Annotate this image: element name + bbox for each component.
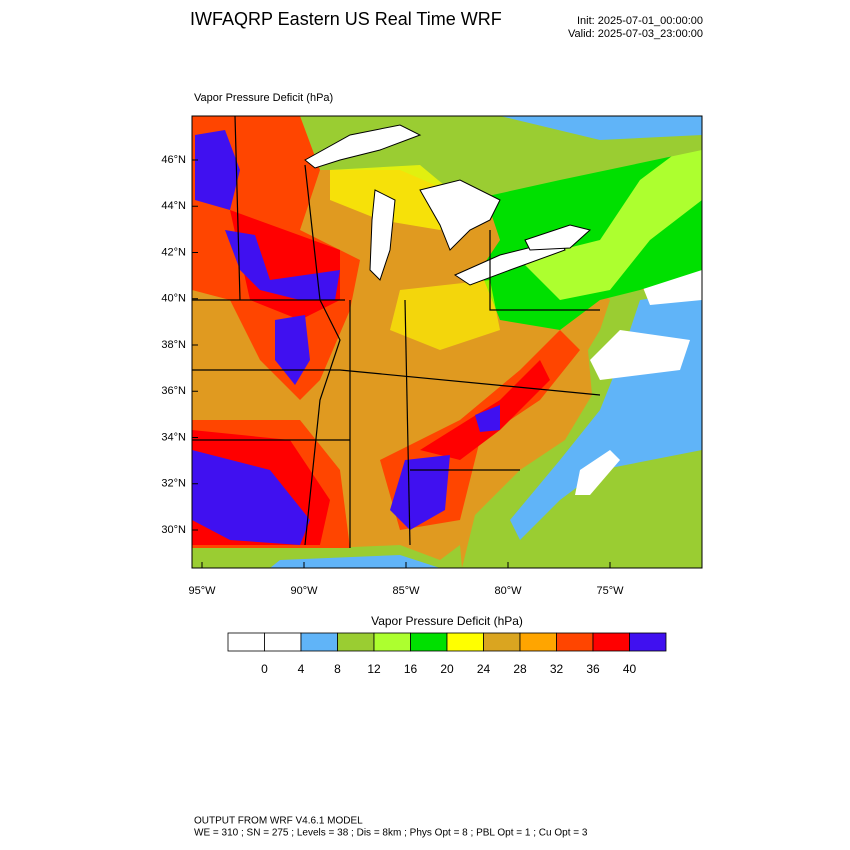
colorbar-label: 12 [367,662,381,676]
lon-label: 80°W [494,585,522,597]
lon-label: 85°W [392,585,420,597]
valid-time: Valid: 2025-07-03_23:00:00 [568,28,703,40]
colorbar-label: 16 [404,662,418,676]
map-frame [191,115,703,569]
colorbar-label: 36 [586,662,600,676]
colorbar-box [446,632,484,652]
colorbar-label: 4 [298,662,305,676]
colorbar-box [592,632,630,652]
lat-label: 44°N [161,200,186,212]
colorbar-box [373,632,411,652]
colorbar-box [264,632,302,652]
colorbar-box [629,632,667,652]
lon-label: 95°W [188,585,216,597]
colorbar-box [556,632,594,652]
lat-label: 34°N [161,431,186,443]
colorbar-box [300,632,338,652]
lon-label: 90°W [290,585,318,597]
colorbar-label: 24 [477,662,491,676]
field-label: Vapor Pressure Deficit (hPa) [194,92,333,104]
colorbar-box [227,632,265,652]
lat-label: 30°N [161,524,186,536]
colorbar-label: 40 [623,662,637,676]
colorbar-label: 20 [440,662,454,676]
footer-line: WE = 310 ; SN = 275 ; Levels = 38 ; Dis … [194,828,588,839]
colorbar-box [519,632,557,652]
lat-label: 46°N [161,154,186,166]
lat-label: 42°N [161,246,186,258]
footer-line: OUTPUT FROM WRF V4.6.1 MODEL [194,816,363,827]
colorbar-label: 28 [513,662,527,676]
colorbar-box [483,632,521,652]
map [192,116,702,568]
colorbar-label: 32 [550,662,564,676]
lat-label: 40°N [161,293,186,305]
title: IWFAQRP Eastern US Real Time WRF [190,9,502,29]
colorbar-label: 8 [334,662,341,676]
colorbar-box [410,632,448,652]
colorbar-box [337,632,375,652]
lat-label: 36°N [161,385,186,397]
colorbar-label: 0 [261,662,268,676]
colorbar-title: Vapor Pressure Deficit (hPa) [371,614,523,628]
init-time: Init: 2025-07-01_00:00:00 [577,15,703,27]
lat-label: 38°N [161,339,186,351]
lat-label: 32°N [161,478,186,490]
lon-label: 75°W [596,585,624,597]
